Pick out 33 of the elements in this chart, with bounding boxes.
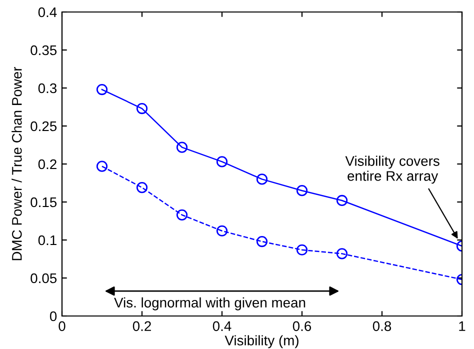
annotation: Visibility covers entire Rx array (345, 156, 440, 184)
point (136, 102, 148, 114)
point (256, 236, 268, 248)
point (296, 244, 308, 256)
x-axis-title: Visibility (m) (224, 335, 298, 348)
point (216, 156, 228, 168)
point (296, 185, 308, 196)
y-tick-label: 0 (50, 311, 57, 322)
x-tick-label: 0.8 (372, 321, 392, 332)
x-tick-label: 0.6 (292, 321, 312, 332)
x-tick-label: 1 (459, 321, 466, 331)
y-tick-label: 0.4 (38, 7, 57, 18)
point (256, 174, 268, 185)
x-tick-label: 0.2 (132, 321, 151, 332)
point (96, 160, 108, 172)
point (96, 84, 108, 96)
point (336, 194, 348, 206)
y-axis-title: DMC Power / True Chan Power (12, 66, 22, 260)
point (336, 248, 348, 260)
y-tick-label: 0.05 (30, 273, 57, 284)
point (216, 225, 228, 236)
point (136, 182, 148, 194)
y-tick-label: 0.35 (30, 45, 57, 56)
y-tick-label: 0.3 (38, 83, 57, 94)
annotation: Vis. lognormal with given mean (114, 297, 306, 310)
y-tick-label: 0.2 (38, 159, 56, 170)
x-tick-label: 0 (58, 321, 66, 332)
point (176, 142, 188, 153)
x-tick-label: 0.4 (212, 321, 232, 332)
y-tick-label: 0.25 (30, 121, 57, 132)
y-tick-label: 0.1 (38, 235, 56, 246)
y-tick-label: 0.15 (30, 197, 57, 208)
point (176, 209, 188, 220)
